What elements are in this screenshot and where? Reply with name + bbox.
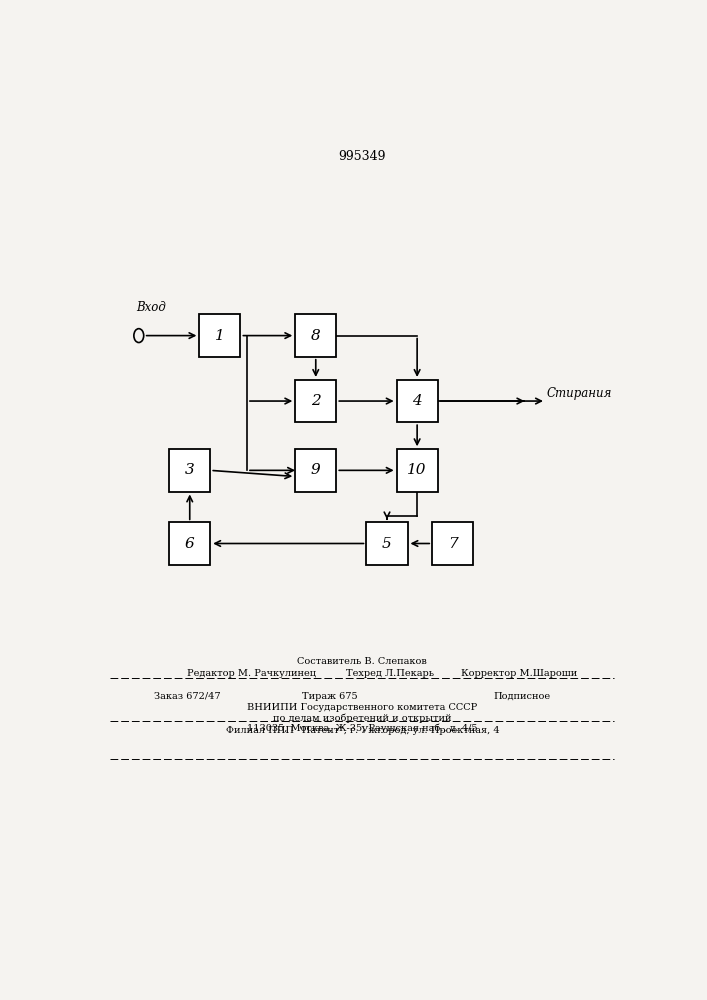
Text: Подписное: Подписное: [494, 692, 551, 701]
Bar: [169, 449, 210, 492]
Text: Филиал ППП "Патент", г. Ужгород, ул. Проектная, 4: Филиал ППП "Патент", г. Ужгород, ул. Про…: [226, 726, 499, 735]
Text: 7: 7: [448, 536, 457, 550]
Bar: [397, 380, 438, 422]
Text: 4: 4: [412, 394, 422, 408]
Text: Тираж 675: Тираж 675: [302, 692, 357, 701]
Text: 6: 6: [185, 536, 194, 550]
Text: Составитель В. Слепаков: Составитель В. Слепаков: [298, 657, 427, 666]
Text: 995349: 995349: [339, 150, 386, 163]
Text: по делам изобретений и открытий: по делам изобретений и открытий: [273, 713, 452, 723]
Text: Стирания: Стирания: [547, 387, 612, 400]
Text: 9: 9: [311, 463, 321, 477]
Bar: [397, 449, 438, 492]
Bar: [366, 522, 407, 565]
Text: 3: 3: [185, 463, 194, 477]
Bar: [296, 314, 337, 357]
Text: 1: 1: [215, 329, 225, 343]
Text: Техред Л.Пекарь: Техред Л.Пекарь: [346, 669, 434, 678]
Text: Редактор М. Рачкулинец: Редактор М. Рачкулинец: [187, 669, 316, 678]
Text: 10: 10: [407, 463, 427, 477]
Bar: [169, 522, 210, 565]
Text: Вход: Вход: [136, 301, 166, 314]
Text: 5: 5: [382, 536, 392, 550]
Bar: [199, 314, 240, 357]
Text: 8: 8: [311, 329, 321, 343]
Bar: [432, 522, 473, 565]
Bar: [296, 380, 337, 422]
Text: Корректор М.Шароши: Корректор М.Шароши: [461, 669, 577, 678]
Bar: [296, 449, 337, 492]
Text: 113035, Москва, Ж-35, Раушская наб., д. 4/5: 113035, Москва, Ж-35, Раушская наб., д. …: [247, 724, 478, 733]
Text: ВНИИПИ Государственного комитета СССР: ВНИИПИ Государственного комитета СССР: [247, 703, 477, 712]
Text: 2: 2: [311, 394, 321, 408]
Text: Заказ 672/47: Заказ 672/47: [154, 692, 221, 701]
